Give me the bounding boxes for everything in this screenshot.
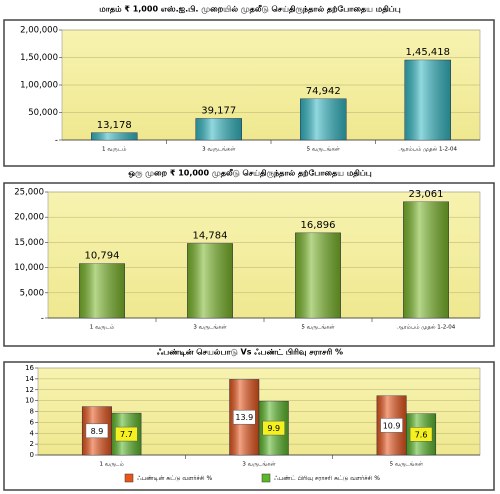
data-label: 8.9 (91, 427, 104, 436)
bar-shine (403, 201, 449, 318)
y-tick-label: 20,000 (14, 213, 44, 223)
x-tick-label: 5 வருடங்கள் (301, 325, 335, 331)
y-tick-label: - (41, 314, 44, 324)
y-tick-label: 1,50,000 (20, 53, 58, 63)
y-tick-label: 2 (30, 440, 34, 448)
bar-shine (79, 263, 125, 318)
y-tick-label: 1,00,000 (20, 81, 58, 91)
data-label: 7.6 (415, 430, 428, 439)
data-label: 14,784 (193, 230, 228, 241)
label-box (115, 426, 138, 442)
x-tick-label: ஆரம்பம் முதல் 1-2-04 (397, 325, 456, 331)
data-label: 13,178 (97, 120, 132, 131)
label-box (409, 427, 433, 442)
data-label: 23,061 (409, 189, 444, 200)
data-label: 9.9 (267, 424, 280, 433)
y-tick-label: 8 (30, 408, 34, 416)
legend-label: ஃபண்ட் பிரிவு சராசரி சுட்டு வளர்ச்சி % (274, 475, 380, 482)
label-box (380, 418, 403, 433)
x-tick-label: 1 வருடம் (102, 147, 127, 153)
data-label: 7.7 (120, 430, 133, 439)
bar-shine (187, 243, 233, 318)
x-tick-label: 1 வருடம் (90, 325, 115, 331)
y-tick-label: 10,000 (14, 263, 44, 273)
data-label: 10.9 (383, 421, 401, 430)
x-tick-label: 3 வருடங்கள் (202, 147, 236, 153)
y-tick-label: 15,000 (14, 238, 44, 248)
label-box (233, 409, 256, 425)
data-label: 39,177 (201, 105, 236, 116)
x-tick-label: ஆரம்பம் முதல் 1-2-04 (399, 147, 458, 153)
y-tick-label: 2,00,000 (20, 26, 58, 36)
bar-shine (300, 98, 347, 140)
data-label: 10,794 (85, 251, 120, 262)
y-tick-label: 4 (30, 429, 35, 437)
legend-swatch (124, 473, 134, 483)
y-tick-label: 10 (25, 397, 34, 405)
y-tick-label: 14 (25, 375, 34, 383)
data-label: 1,45,418 (405, 47, 450, 58)
y-tick-label: 50,000 (28, 108, 58, 118)
y-tick-label: 6 (30, 418, 35, 426)
x-tick-label: 1 வருடம் (99, 462, 124, 468)
label-box (262, 420, 285, 436)
x-tick-label: 5 வருடங்கள் (307, 147, 341, 153)
y-tick-label: 12 (25, 386, 34, 394)
y-tick-label: 5,000 (20, 288, 44, 298)
chart-title: ஃபண்டின் செயல்பாடு Vs ஃபண்ட் பிரிவு சராச… (157, 348, 343, 358)
x-tick-label: 3 வருடங்கள் (193, 325, 227, 331)
y-tick-label: 0 (30, 451, 34, 459)
bar-shine (91, 132, 138, 140)
y-tick-label: 25,000 (14, 188, 44, 198)
bar-shine (295, 232, 341, 318)
bar-shine (195, 118, 242, 140)
data-label: 74,942 (306, 86, 341, 97)
data-label: 16,896 (301, 220, 336, 231)
label-box (85, 423, 109, 439)
bar-shine (404, 60, 451, 141)
y-tick-label: 16 (25, 364, 34, 372)
chart-title: ஒரு முறை ₹ 10,000 முதலீடு செய்திருந்தால்… (128, 169, 372, 179)
y-tick-label: - (55, 136, 58, 146)
x-tick-label: 3 வருடங்கள் (242, 462, 276, 468)
legend-swatch (261, 473, 271, 483)
data-label: 13.9 (235, 413, 253, 422)
x-tick-label: 5 வருடங்கள் (390, 462, 424, 468)
chart-title: மாதம் ₹ 1,000 எஸ்.ஐ.பி. முறையில் முதலீடு… (99, 5, 400, 15)
legend-label: ஃபண்டின் சுட்டு வளர்ச்சி % (137, 475, 212, 482)
